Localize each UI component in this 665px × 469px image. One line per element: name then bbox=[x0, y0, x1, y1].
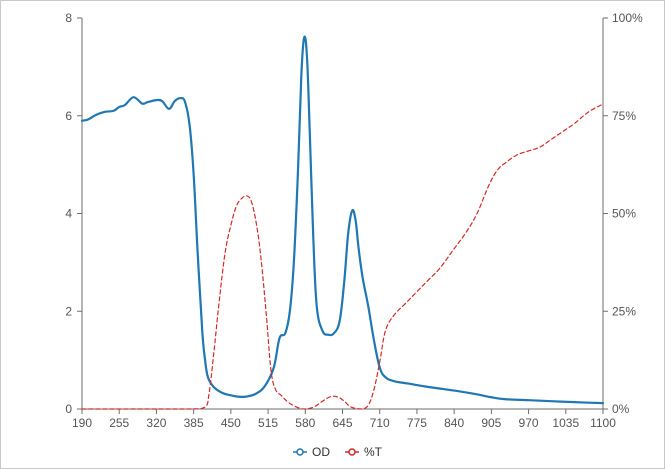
x-tick-label: 840 bbox=[444, 416, 464, 430]
x-tick-label: 775 bbox=[407, 416, 427, 430]
x-tick-label: 1100 bbox=[590, 416, 616, 430]
legend-marker bbox=[296, 448, 304, 456]
y-left-tick-label: 6 bbox=[65, 109, 72, 123]
x-tick-label: 385 bbox=[184, 416, 204, 430]
x-tick-label: 1035 bbox=[552, 416, 579, 430]
x-tick-label: 320 bbox=[146, 416, 166, 430]
x-tick-label: 255 bbox=[109, 416, 129, 430]
y-right-tick-label: 75% bbox=[612, 109, 636, 123]
axes: 190 255 320 385 450 515 580 645 710 775 840 905 970 1… bbox=[65, 11, 643, 430]
y-right-tick-label: 25% bbox=[612, 304, 636, 318]
y-left-tick-label: 0 bbox=[65, 402, 72, 416]
x-tick-label: 645 bbox=[332, 416, 352, 430]
legend-label[interactable]: OD bbox=[312, 445, 330, 459]
series-line-transmittance bbox=[81, 103, 604, 410]
series-line-od bbox=[80, 35, 605, 405]
x-tick-label: 515 bbox=[258, 416, 278, 430]
legend-label[interactable]: %T bbox=[364, 445, 383, 459]
y-left-tick-label: 2 bbox=[65, 304, 72, 318]
y-left-tick-label: 8 bbox=[65, 11, 72, 25]
x-tick-label: 710 bbox=[370, 416, 390, 430]
legend-marker bbox=[348, 448, 356, 456]
y-right-tick-label: 50% bbox=[612, 207, 636, 221]
y-left-tick-label: 4 bbox=[65, 207, 72, 221]
series-layer bbox=[80, 35, 605, 410]
x-tick-label: 190 bbox=[72, 416, 92, 430]
y-right-tick-label: 0% bbox=[612, 402, 630, 416]
x-tick-label: 905 bbox=[481, 416, 501, 430]
legend: OD %T bbox=[293, 445, 383, 459]
x-tick-label: 580 bbox=[295, 416, 315, 430]
x-tick-label: 450 bbox=[221, 416, 241, 430]
x-tick-label: 970 bbox=[519, 416, 539, 430]
y-right-tick-label: 100% bbox=[612, 11, 643, 25]
